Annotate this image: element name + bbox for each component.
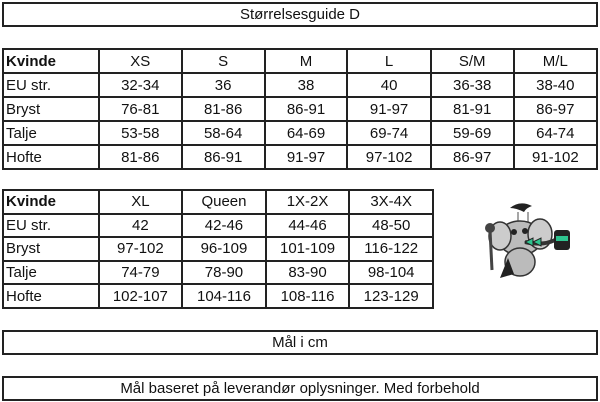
row-label: EU str. [2, 72, 100, 98]
size-header: XL [97, 189, 184, 215]
measurement-cell: 91-97 [263, 144, 349, 170]
size-header: S/M [429, 48, 515, 74]
size-header: M/L [512, 48, 599, 74]
measurement-cell: 38-40 [512, 72, 599, 98]
measurement-cell: 123-129 [348, 283, 434, 309]
unit-note: Mål i cm [2, 330, 598, 355]
measurement-cell: 98-104 [348, 259, 434, 286]
measurement-cell: 32-34 [97, 72, 183, 98]
measurement-cell: 86-91 [263, 96, 349, 122]
measurement-cell: 104-116 [181, 283, 267, 309]
size-header: XS [97, 48, 183, 74]
measurement-cell: 42-46 [181, 212, 267, 239]
measurement-cell: 74-79 [97, 259, 184, 286]
measurement-cell: 42 [97, 212, 184, 239]
measurement-cell: 81-91 [429, 96, 515, 122]
table-header-row: Kvinde XL Queen 1X-2X 3X-4X [2, 189, 434, 215]
size-header: 1X-2X [264, 189, 351, 215]
row-label: Bryst [2, 96, 100, 122]
size-table-1: Kvinde XS S M L S/M M/L EU str. 32-34 36 38 40 36-38… [2, 48, 599, 170]
size-header: 3X-4X [348, 189, 434, 215]
measurement-cell: 81-86 [180, 96, 266, 122]
measurement-cell: 86-97 [429, 144, 515, 170]
measurement-cell: 76-81 [97, 96, 183, 122]
table-header-row: Kvinde XS S M L S/M M/L [2, 48, 599, 74]
size-header: M [263, 48, 349, 74]
measurement-cell: 53-58 [97, 120, 183, 146]
table-row: Talje 74-79 78-90 83-90 98-104 [2, 259, 434, 286]
row-label: Kvinde [2, 189, 100, 215]
table-row: EU str. 42 42-46 44-46 48-50 [2, 212, 434, 239]
measurement-cell: 102-107 [97, 283, 184, 309]
measurement-cell: 59-69 [429, 120, 515, 146]
elephant-mascot-icon [485, 203, 570, 278]
measurement-cell: 64-74 [512, 120, 599, 146]
row-label: Kvinde [2, 48, 100, 74]
measurement-cell: 36 [180, 72, 266, 98]
row-label: Talje [2, 259, 100, 286]
measurement-cell: 58-64 [180, 120, 266, 146]
row-label: Hofte [2, 144, 100, 170]
measurement-cell: 40 [346, 72, 432, 98]
measurement-cell: 97-102 [346, 144, 432, 170]
size-header: L [346, 48, 432, 74]
row-label: Talje [2, 120, 100, 146]
measurement-cell: 86-97 [512, 96, 599, 122]
measurement-cell: 81-86 [97, 144, 183, 170]
measurement-cell: 83-90 [264, 259, 351, 286]
row-label: Hofte [2, 283, 100, 309]
size-header: S [180, 48, 266, 74]
measurement-cell: 108-116 [264, 283, 351, 309]
table-row: Hofte 102-107 104-116 108-116 123-129 [2, 283, 434, 309]
table-row: Bryst 76-81 81-86 86-91 91-97 81-91 86-97 [2, 96, 599, 122]
measurement-cell: 44-46 [264, 212, 351, 239]
measurement-cell: 91-97 [346, 96, 432, 122]
measurement-cell: 101-109 [264, 236, 351, 262]
size-header: Queen [181, 189, 267, 215]
measurement-cell: 36-38 [429, 72, 515, 98]
row-label: Bryst [2, 236, 100, 262]
table-row: EU str. 32-34 36 38 40 36-38 38-40 [2, 72, 599, 98]
table-row: Bryst 97-102 96-109 101-109 116-122 [2, 236, 434, 262]
page-title: Størrelsesguide D [2, 2, 598, 27]
size-table-2: Kvinde XL Queen 1X-2X 3X-4X EU str. 42 42-46 44-… [2, 189, 434, 309]
row-label: EU str. [2, 212, 100, 239]
measurement-cell: 78-90 [181, 259, 267, 286]
measurement-cell: 69-74 [346, 120, 432, 146]
table-row: Talje 53-58 58-64 64-69 69-74 59-69 64-74 [2, 120, 599, 146]
measurement-cell: 97-102 [97, 236, 184, 262]
measurement-cell: 116-122 [348, 236, 434, 262]
measurement-cell: 38 [263, 72, 349, 98]
measurement-cell: 96-109 [181, 236, 267, 262]
measurement-cell: 48-50 [348, 212, 434, 239]
measurement-cell: 64-69 [263, 120, 349, 146]
measurement-cell: 86-91 [180, 144, 266, 170]
disclaimer: Mål baseret på leverandør oplysninger. M… [2, 376, 598, 401]
table-row: Hofte 81-86 86-91 91-97 97-102 86-97 91-102 [2, 144, 599, 170]
measurement-cell: 91-102 [512, 144, 599, 170]
